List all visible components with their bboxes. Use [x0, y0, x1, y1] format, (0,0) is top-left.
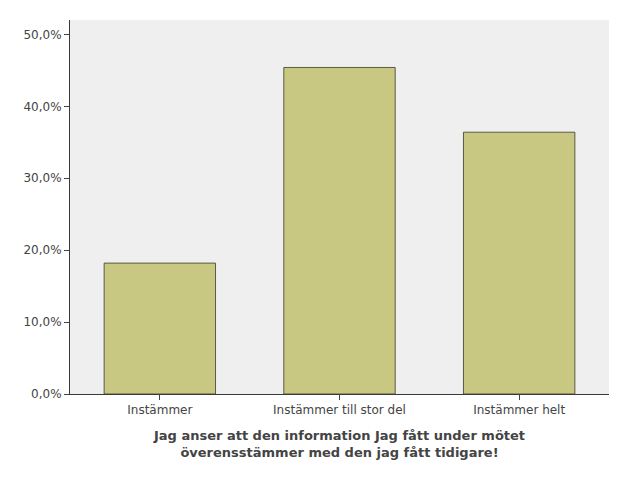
svg-text:Instämmer till stor del: Instämmer till stor del — [273, 403, 406, 417]
svg-text:Jag anser att den information: Jag anser att den information Jag fått u… — [153, 428, 525, 460]
svg-text:Instämmer helt: Instämmer helt — [473, 403, 565, 417]
svg-text:20,0%: 20,0% — [23, 243, 61, 257]
svg-text:10,0%: 10,0% — [23, 315, 61, 329]
svg-text:30,0%: 30,0% — [23, 171, 61, 185]
svg-text:40,0%: 40,0% — [23, 100, 61, 114]
svg-text:50,0%: 50,0% — [23, 28, 61, 42]
svg-text:Instämmer: Instämmer — [127, 403, 192, 417]
svg-text:0,0%: 0,0% — [31, 387, 62, 401]
